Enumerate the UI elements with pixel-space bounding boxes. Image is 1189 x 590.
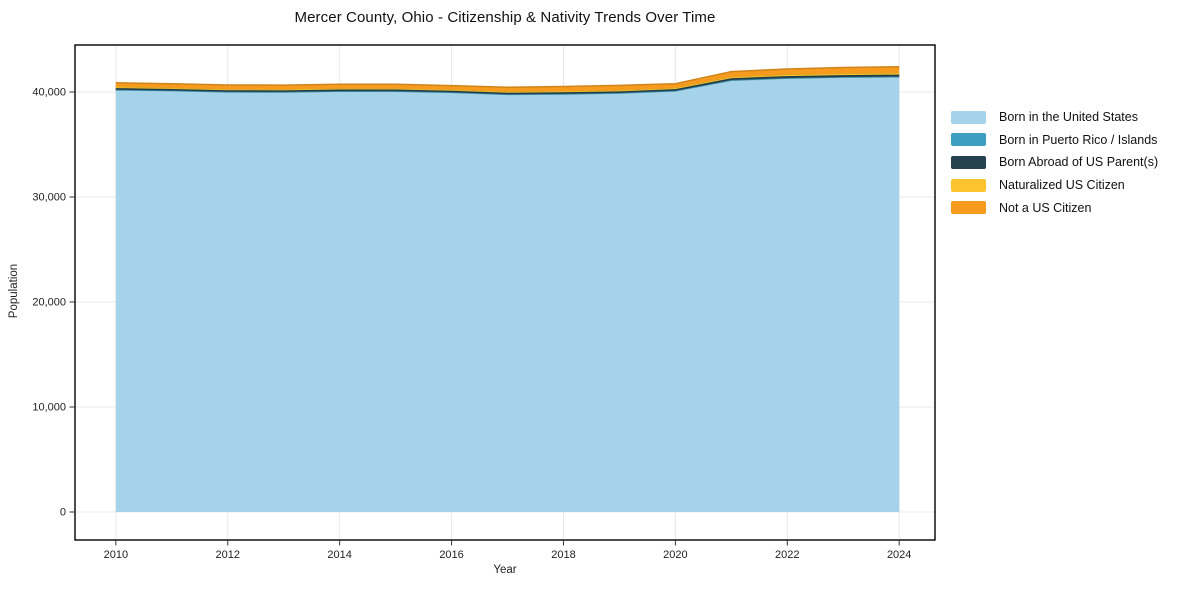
legend-swatch-icon xyxy=(951,110,986,124)
legend-label: Not a US Citizen xyxy=(999,200,1092,215)
plot-frame xyxy=(74,44,936,541)
x-tick-label: 2018 xyxy=(551,549,575,561)
y-tick-label: 30,000 xyxy=(32,191,66,203)
legend-item-born-in-us[interactable]: Born in the United States xyxy=(951,106,1158,129)
y-tick-label: 10,000 xyxy=(32,401,66,413)
legend-item-not-a-citizen[interactable]: Not a US Citizen xyxy=(951,196,1158,219)
chart-title: Mercer County, Ohio - Citizenship & Nati… xyxy=(294,9,716,26)
y-axis-label: Population xyxy=(8,263,20,319)
area-born-abroad-of-us-parent-s- xyxy=(115,74,900,95)
x-tick-label: 2012 xyxy=(216,549,240,561)
x-tick-label: 2020 xyxy=(663,549,687,561)
legend-label: Born in the United States xyxy=(999,110,1138,125)
y-tick-label: 20,000 xyxy=(32,296,66,308)
legend-item-naturalized-citizen[interactable]: Naturalized US Citizen xyxy=(951,174,1158,197)
legend-label: Naturalized US Citizen xyxy=(999,178,1125,193)
x-tick-label: 2016 xyxy=(439,549,463,561)
y-tick-label: 40,000 xyxy=(32,86,66,98)
x-tick-label: 2022 xyxy=(775,549,799,561)
area-born-in-the-united-states xyxy=(115,77,900,512)
x-tick-label: 2014 xyxy=(327,549,351,561)
legend-swatch-icon xyxy=(951,155,986,169)
y-tick-label: 0 xyxy=(60,506,66,518)
x-tick-label: 2010 xyxy=(104,549,128,561)
legend-item-born-abroad-us-parents[interactable]: Born Abroad of US Parent(s) xyxy=(951,151,1158,174)
legend-swatch-icon xyxy=(951,133,986,147)
legend: Born in the United States Born in Puerto… xyxy=(951,106,1158,219)
legend-swatch-icon xyxy=(951,201,986,215)
legend-label: Born in Puerto Rico / Islands xyxy=(999,132,1158,147)
area-naturalized-us-citizen xyxy=(115,72,900,93)
legend-item-born-puerto-rico-islands[interactable]: Born in Puerto Rico / Islands xyxy=(951,129,1158,152)
legend-label: Born Abroad of US Parent(s) xyxy=(999,155,1159,170)
x-axis-label: Year xyxy=(493,564,517,576)
x-tick-label: 2024 xyxy=(887,549,911,561)
area-top-edge xyxy=(115,66,900,88)
legend-swatch-icon xyxy=(951,178,986,192)
